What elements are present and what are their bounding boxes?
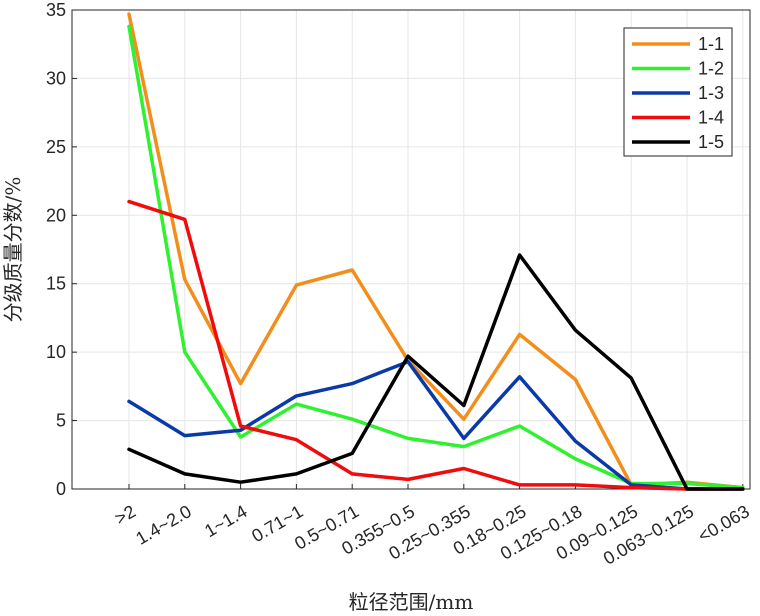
x-axis-title: 粒径范围/mm: [349, 590, 474, 614]
y-axis-title: 分级质量分数/%: [1, 177, 25, 323]
y-tick-label: 30: [46, 68, 66, 88]
y-tick-label: 5: [56, 411, 66, 431]
x-tick-label: 1~1.4: [201, 501, 250, 541]
x-tick-label: >2: [111, 501, 139, 529]
y-tick-label: 0: [56, 479, 66, 499]
x-tick-label: 1.4~2.0: [132, 501, 194, 549]
legend-label: 1-5: [698, 132, 724, 152]
y-axis-ticks: 0 5 10 15 20 25 30 35: [46, 0, 77, 499]
legend-label: 1-1: [698, 34, 724, 54]
y-tick-label: 35: [46, 0, 66, 20]
x-axis-ticks: >21.4~2.0 1~1.40.71~10.5~0.710.355~0.50.2…: [111, 484, 753, 569]
series-line-1-5: [127, 253, 745, 491]
legend-label: 1-4: [698, 108, 724, 128]
y-tick-label: 25: [46, 137, 66, 157]
plot-area: [71, 9, 751, 490]
legend-label: 1-3: [698, 83, 724, 103]
series-lines: [127, 12, 745, 491]
x-tick-label: <0.063: [695, 501, 753, 546]
legend-label: 1-2: [698, 59, 724, 79]
series-line-1-4: [127, 199, 745, 491]
legend: 1-1 1-2 1-3 1-4 1-5: [623, 27, 733, 157]
series-line-1-2: [127, 24, 745, 490]
y-tick-label: 20: [46, 205, 66, 225]
y-tick-label: 15: [46, 274, 66, 294]
series-line-1-3: [127, 359, 745, 491]
y-tick-label: 10: [46, 342, 66, 362]
